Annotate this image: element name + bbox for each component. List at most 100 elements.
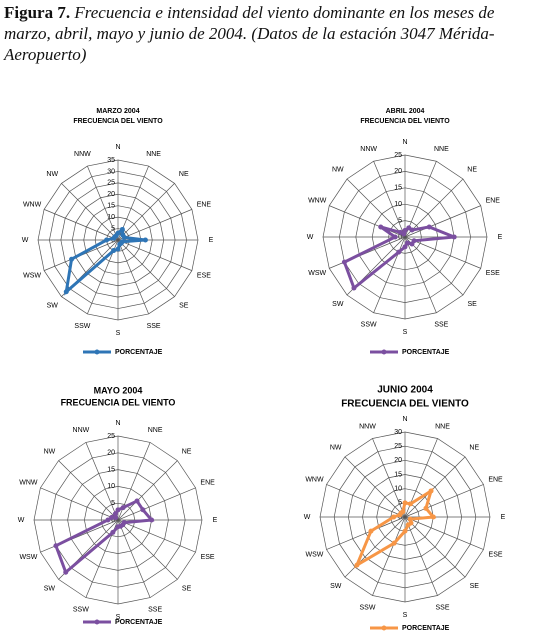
r-tick-label: 35 [107,157,115,164]
category-label: E [209,237,214,244]
data-point [409,227,415,233]
category-label: NE [179,171,189,178]
data-point [109,514,115,520]
category-label: S [403,612,408,619]
spoke [404,161,437,238]
legend-label: PORCENTAJE [402,625,450,632]
category-label: SSW [361,322,377,329]
data-point [140,507,146,513]
spoke [404,456,466,518]
data-point [112,511,118,517]
spoke [40,487,119,521]
spoke [346,178,406,238]
category-label: ESE [486,270,500,277]
category-label: WSW [306,551,324,558]
spoke [404,484,484,518]
category-label: WSW [23,272,41,279]
spoke [117,487,196,521]
category-label: SSE [434,322,448,329]
spoke [117,239,149,315]
category-label: NE [469,445,479,452]
category-label: NNE [148,427,163,434]
category-label: SW [44,585,56,592]
spoke [344,456,406,518]
category-label: SSE [148,606,162,613]
data-point [113,233,119,239]
category-label: SE [468,301,478,308]
category-label: NW [44,448,56,455]
r-tick-label: 5 [111,500,115,507]
category-label: WSW [19,554,37,561]
spoke [326,516,406,550]
data-point [426,224,432,230]
spoke [87,165,119,241]
legend-label: PORCENTAJE [402,349,450,356]
legend-marker [94,619,100,625]
spoke [326,484,406,518]
r-tick-label: 20 [107,191,115,198]
chart-subtitle: FRECUENCIA DEL VIENTO [73,118,163,125]
spoke [117,239,193,271]
category-label: SW [47,303,59,310]
r-tick-label: 20 [394,457,402,464]
category-label: SW [332,301,344,308]
category-label: ESE [197,272,211,279]
spoke [344,516,406,578]
category-label: S [116,614,121,621]
category-label: WSW [308,270,326,277]
category-label: NNW [74,151,91,158]
data-point [63,289,69,295]
r-tick-label: 10 [394,201,402,208]
r-tick-label: 15 [394,185,402,192]
data-point [115,246,121,252]
data-point [451,234,457,240]
data-point [401,231,407,237]
spoke [117,519,178,580]
data-point [121,234,127,240]
data-point [378,224,384,230]
category-label: NE [182,448,192,455]
data-point [391,514,397,520]
data-point [63,569,69,575]
category-label: WNW [305,476,324,483]
data-point [119,226,125,232]
chart-subtitle: FRECUENCIA DEL VIENTO [61,397,176,407]
category-label: ESE [201,554,215,561]
legend-label: PORCENTAJE [115,349,163,356]
category-label: NNW [359,423,376,430]
data-point [134,498,140,504]
data-point [405,522,411,528]
r-tick-label: 5 [398,500,402,507]
data-point [104,237,110,243]
category-label: WNW [308,197,327,204]
category-label: SE [182,585,192,592]
data-point [405,240,411,246]
category-label: S [116,330,121,337]
spoke [404,516,466,578]
legend-marker [381,625,387,631]
data-point [111,248,117,254]
data-point [351,285,357,291]
spoke [117,519,196,553]
r-tick-label: 10 [107,483,115,490]
category-label: NNE [146,151,161,158]
category-label: SSE [435,604,449,611]
r-tick-label: 25 [394,443,402,450]
spoke [117,239,175,297]
spoke [372,438,406,518]
category-label: NW [46,171,58,178]
category-label: W [304,514,311,521]
category-label: ENE [200,480,215,487]
spoke [404,516,438,596]
category-label: E [213,517,218,524]
category-label: SE [179,303,189,310]
data-point [423,505,429,511]
category-label: NNE [435,423,450,430]
category-label: ENE [197,201,212,208]
spoke [404,236,481,269]
data-point [110,529,116,535]
data-point [368,528,374,534]
category-label: SSW [74,323,90,330]
spoke [61,183,119,241]
